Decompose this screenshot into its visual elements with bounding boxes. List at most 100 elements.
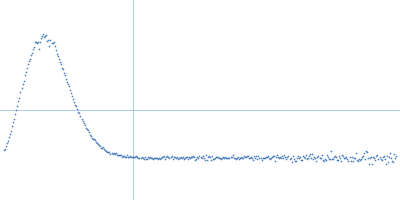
Point <box>352 152 359 155</box>
Point <box>138 156 145 159</box>
Point <box>375 157 382 160</box>
Point <box>108 151 115 155</box>
Point <box>239 156 245 159</box>
Point <box>104 150 110 154</box>
Point <box>26 57 33 60</box>
Point <box>80 121 87 124</box>
Point <box>344 158 351 161</box>
Point <box>96 144 102 147</box>
Point <box>221 156 228 160</box>
Point <box>3 145 9 148</box>
Point <box>78 117 85 121</box>
Point <box>22 74 28 77</box>
Point <box>322 159 329 162</box>
Point <box>196 155 203 158</box>
Point <box>33 41 39 44</box>
Point <box>71 100 78 103</box>
Point <box>183 155 189 158</box>
Point <box>277 155 283 159</box>
Point <box>126 156 132 159</box>
Point <box>283 157 290 160</box>
Point <box>10 121 16 124</box>
Point <box>347 159 354 163</box>
Point <box>297 155 303 158</box>
Point <box>280 156 286 159</box>
Point <box>290 154 296 158</box>
Point <box>195 156 202 159</box>
Point <box>66 85 72 88</box>
Point <box>1 148 7 152</box>
Point <box>260 156 266 159</box>
Point <box>282 155 288 158</box>
Point <box>376 155 383 159</box>
Point <box>123 155 129 159</box>
Point <box>368 156 374 159</box>
Point <box>220 155 226 158</box>
Point <box>363 149 369 152</box>
Point <box>373 154 380 157</box>
Point <box>310 157 316 160</box>
Point <box>82 127 89 130</box>
Point <box>103 150 110 153</box>
Point <box>250 159 256 162</box>
Point <box>214 156 220 159</box>
Point <box>348 155 355 158</box>
Point <box>202 158 208 162</box>
Point <box>226 156 233 159</box>
Point <box>258 158 265 161</box>
Point <box>367 156 374 159</box>
Point <box>311 155 318 159</box>
Point <box>300 154 306 157</box>
Point <box>236 157 242 160</box>
Point <box>324 153 330 156</box>
Point <box>382 158 388 161</box>
Point <box>264 156 270 159</box>
Point <box>86 131 92 134</box>
Point <box>32 41 38 44</box>
Point <box>194 155 201 158</box>
Point <box>365 157 371 160</box>
Point <box>148 156 154 160</box>
Point <box>251 154 258 157</box>
Point <box>73 104 80 107</box>
Point <box>38 36 44 39</box>
Point <box>163 155 170 158</box>
Point <box>309 153 316 156</box>
Point <box>292 159 299 162</box>
Point <box>294 155 301 158</box>
Point <box>5 139 11 142</box>
Point <box>59 66 65 69</box>
Point <box>217 156 223 159</box>
Point <box>242 156 248 159</box>
Point <box>357 159 363 162</box>
Point <box>93 140 99 143</box>
Point <box>30 47 36 50</box>
Point <box>308 156 314 159</box>
Point <box>193 157 200 161</box>
Point <box>185 157 191 161</box>
Point <box>213 155 219 158</box>
Point <box>370 156 376 159</box>
Point <box>254 158 261 161</box>
Point <box>130 155 136 158</box>
Point <box>286 157 293 160</box>
Point <box>333 155 339 159</box>
Point <box>153 157 159 160</box>
Point <box>304 158 310 161</box>
Point <box>35 41 41 44</box>
Point <box>34 41 40 44</box>
Point <box>31 45 37 49</box>
Point <box>197 156 204 159</box>
Point <box>136 156 143 159</box>
Point <box>2 147 8 150</box>
Point <box>45 39 52 42</box>
Point <box>393 154 399 158</box>
Point <box>176 157 182 160</box>
Point <box>299 159 305 162</box>
Point <box>88 134 94 137</box>
Point <box>187 156 193 160</box>
Point <box>36 47 42 50</box>
Point <box>20 79 27 82</box>
Point <box>152 156 158 159</box>
Point <box>292 160 298 163</box>
